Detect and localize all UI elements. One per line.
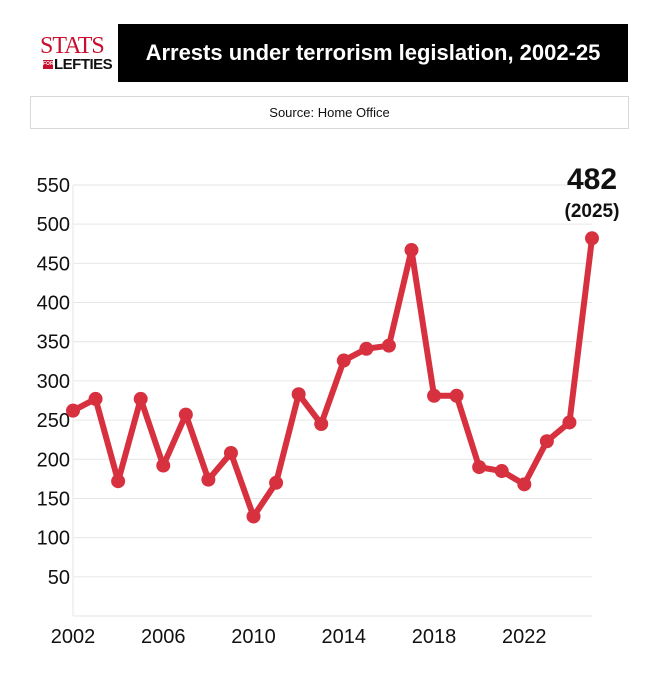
data-point xyxy=(269,475,284,490)
data-point xyxy=(66,403,80,418)
data-point xyxy=(472,460,487,475)
y-tick-label: 550 xyxy=(37,175,70,197)
annotation-label: (2025) xyxy=(565,201,620,222)
y-tick-label: 450 xyxy=(37,253,70,275)
chart-title: Arrests under terrorism legislation, 200… xyxy=(145,40,601,65)
x-tick-label: 2018 xyxy=(412,626,457,648)
annotation-value: 482 xyxy=(567,163,617,196)
y-tick-label: 250 xyxy=(37,410,70,432)
stats-for-lefties-logo: STATS FOR LEFTIES xyxy=(40,33,113,76)
axis-layer: 50 100 150 200 250 300 350 400 450 500 550 2002 2006… xyxy=(37,175,592,648)
x-tick-label: 2014 xyxy=(322,626,367,648)
data-point xyxy=(539,434,554,449)
x-tick-label: 2006 xyxy=(141,626,186,648)
logo-lefties-text: LEFTIES xyxy=(54,56,113,73)
logo-for-badge: FOR xyxy=(43,60,54,69)
series-layer xyxy=(66,231,599,524)
data-point xyxy=(133,391,148,406)
y-tick-label: 500 xyxy=(37,214,70,236)
data-point xyxy=(562,415,577,430)
source-box: Source: Home Office xyxy=(30,96,629,129)
series-line xyxy=(70,235,595,520)
data-point xyxy=(517,477,532,492)
data-point xyxy=(178,407,193,422)
y-tick-label: 150 xyxy=(37,488,70,510)
x-tick-label: 2002 xyxy=(51,626,96,648)
data-point xyxy=(336,353,351,368)
data-point xyxy=(111,474,126,489)
data-point xyxy=(156,458,171,473)
data-point xyxy=(88,391,103,406)
y-tick-label: 400 xyxy=(37,293,70,315)
data-point xyxy=(246,509,261,524)
y-tick-label: 200 xyxy=(37,449,70,471)
y-tick-label: 50 xyxy=(48,567,70,589)
data-point xyxy=(404,243,419,258)
logo-stats-text: STATS xyxy=(40,33,105,59)
data-point xyxy=(201,472,216,487)
data-point xyxy=(223,446,238,461)
y-tick-label: 350 xyxy=(37,332,70,354)
x-tick-label: 2022 xyxy=(502,626,547,648)
data-point xyxy=(381,338,396,353)
data-point xyxy=(427,388,442,403)
source-label: Source: Home Office xyxy=(269,105,390,120)
data-point xyxy=(585,231,599,246)
data-point xyxy=(449,388,464,403)
chart-title-bar: Arrests under terrorism legislation, 200… xyxy=(118,24,628,82)
data-point xyxy=(291,387,306,402)
grid-layer xyxy=(73,184,592,578)
data-point xyxy=(494,464,509,479)
data-point xyxy=(359,341,374,356)
data-point xyxy=(314,417,329,432)
y-tick-label: 100 xyxy=(37,528,70,550)
y-tick-label: 300 xyxy=(37,371,70,393)
annotation-layer: 482 (2025) xyxy=(565,163,620,222)
x-tick-label: 2010 xyxy=(231,626,276,648)
